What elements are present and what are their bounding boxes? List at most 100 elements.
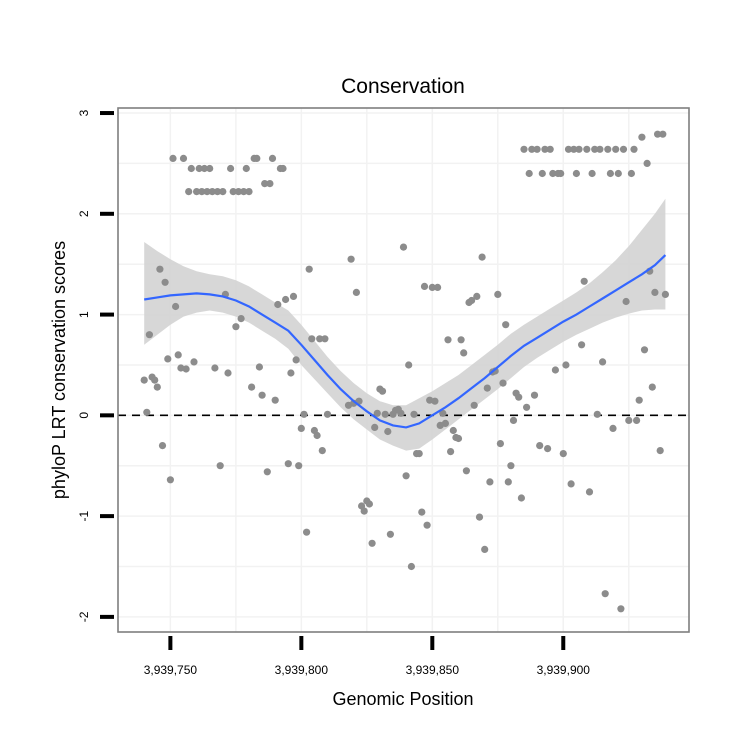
data-point [360,507,368,515]
data-point [232,323,240,331]
data-point [399,243,408,251]
data-point [410,410,418,418]
data-point [206,164,214,173]
data-point [564,145,573,153]
x-tick-label: 3,939,800 [275,663,329,677]
data-point [371,423,379,431]
y-axis-title: phyloP LRT conservation scores [49,241,69,499]
data-point [187,164,195,173]
data-point [368,539,376,547]
data-point [441,419,449,427]
data-point [517,494,526,502]
data-point [591,145,599,153]
data-point [308,335,316,343]
data-point [544,445,552,453]
data-point [612,145,620,153]
data-point [546,145,554,153]
data-points [140,130,670,613]
data-point [593,410,601,418]
data-point [198,188,206,196]
data-point [172,302,180,311]
data-point [559,450,567,458]
data-point [213,188,222,196]
data-point [444,336,452,344]
data-point [449,426,457,435]
data-point [253,154,261,162]
data-point [494,290,502,298]
data-point [318,447,326,455]
data-point [402,472,410,480]
data-point [525,169,533,178]
data-point [219,188,227,196]
y-tick-label: -1 [77,510,91,521]
data-point [240,188,248,196]
data-point [549,169,557,178]
data-point [292,356,300,364]
data-point [551,366,560,374]
data-point [536,442,544,450]
data-point [271,396,279,404]
data-point [300,410,308,418]
data-point [588,169,596,178]
data-point [153,383,161,391]
data-point [195,164,203,173]
data-point [439,409,447,417]
data-point [475,513,484,521]
data-point [143,408,151,416]
data-point [174,351,182,359]
data-point [405,361,413,369]
data-point [378,387,387,395]
data-point [248,383,256,391]
data-point [193,188,201,196]
data-point [468,296,476,305]
data-point [640,346,649,354]
data-point [164,355,172,363]
data-point [447,448,455,456]
data-point [604,145,612,153]
data-point [203,188,211,196]
data-point [255,363,263,371]
data-point [263,468,271,476]
data-point [627,169,636,178]
data-point [661,290,670,298]
data-point [303,528,311,536]
data-point [261,180,269,188]
data-point [622,297,630,306]
data-point [365,500,373,508]
data-point [585,488,594,496]
data-point [541,145,549,153]
data-point [268,154,277,162]
data-point [557,169,565,178]
data-point [200,164,208,173]
data-point [496,440,504,448]
data-point [279,164,287,173]
data-point [499,379,507,387]
data-point [227,164,235,173]
data-point [316,335,324,343]
data-point [570,145,578,153]
data-point [420,282,429,290]
data-point [313,431,321,440]
data-point [190,358,198,366]
data-point [297,424,305,432]
x-tick-label: 3,939,850 [406,663,460,677]
data-point [504,478,512,486]
y-axis: -2 -1 0 1 2 3 [77,109,114,622]
data-point [528,145,536,153]
data-point [457,336,465,344]
data-point [145,331,153,339]
data-point [373,409,381,417]
data-point [274,300,282,309]
data-point [161,278,169,286]
data-point [418,508,426,516]
data-point [266,180,274,188]
data-point [287,369,295,377]
data-point [169,154,177,162]
data-point [619,145,628,153]
data-point [481,545,489,554]
data-point [491,367,499,375]
data-point [538,169,546,178]
data-point [596,145,604,153]
data-point [483,384,491,392]
data-point [583,145,591,153]
